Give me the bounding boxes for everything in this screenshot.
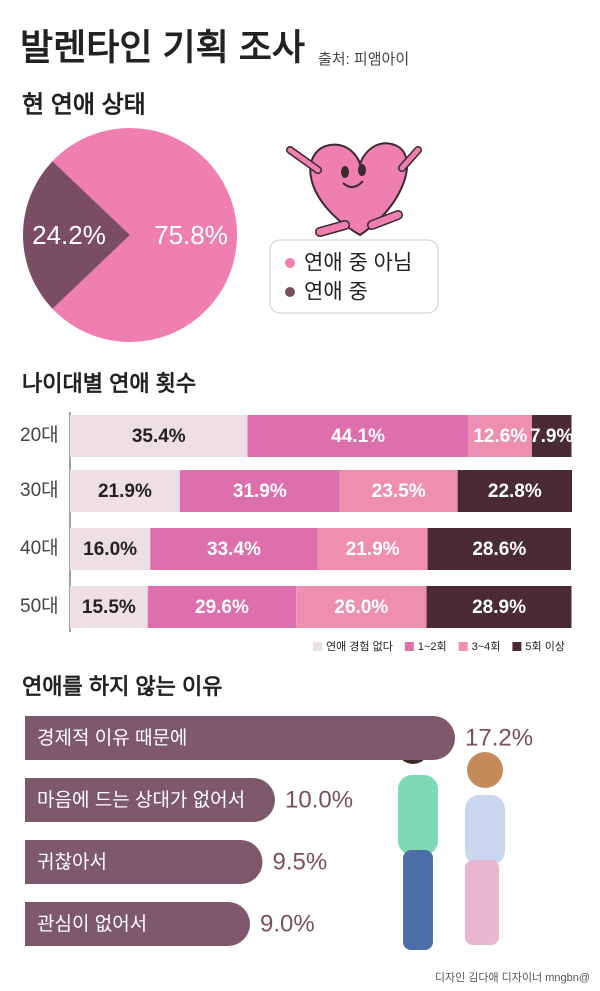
bar-segment (147, 586, 297, 628)
bar-segment (70, 528, 151, 570)
legend-label: 3~4회 (472, 640, 501, 653)
segment-label: 28.6% (472, 539, 526, 560)
bar-segment (70, 415, 248, 457)
row-label: 40대 (20, 537, 59, 559)
row-label: 30대 (20, 479, 59, 501)
legend-swatch (512, 642, 522, 651)
segment-label: 35.4% (132, 426, 186, 447)
bar-label: 귀찮아서 (37, 851, 107, 873)
pie-legend-box (269, 239, 439, 314)
bar (25, 840, 263, 884)
heart-mascot (286, 142, 422, 237)
segment-label: 23.5% (372, 481, 426, 502)
legend-swatch (313, 642, 322, 651)
legend-dot (285, 287, 295, 297)
legend-label: 연애 경험 없다 (326, 640, 393, 653)
segment-label: 26.0% (334, 597, 388, 618)
page-title: 발렌타인 기획 조사 (20, 27, 305, 68)
segment-label: 21.9% (98, 481, 152, 502)
pie-slice (22, 161, 130, 309)
bar-segment (70, 470, 180, 512)
segment-label: 15.5% (82, 597, 136, 618)
bar (25, 778, 275, 822)
segment-label: 12.6% (473, 426, 527, 447)
bar-segment (531, 415, 572, 457)
segment-label: 29.6% (195, 597, 249, 618)
segment-label: 31.9% (233, 481, 287, 502)
pie-value-label: 24.2% (32, 220, 106, 250)
legend-swatch (404, 642, 414, 651)
bar (25, 716, 455, 760)
bar-segment (150, 528, 318, 570)
bar-segment (296, 586, 427, 628)
segment-label: 22.8% (488, 481, 542, 502)
bar-label: 마음에 드는 상대가 없어서 (37, 789, 245, 811)
bar (25, 902, 250, 946)
section-title: 나이대별 연애 횟수 (22, 371, 196, 396)
segment-label: 21.9% (346, 539, 400, 560)
value-label: 9.0% (260, 910, 315, 937)
couple-illustration (397, 732, 505, 950)
section-title: 연애를 하지 않는 이유 (22, 674, 223, 699)
row-label: 20대 (20, 424, 59, 446)
pie-slice (52, 127, 238, 342)
pie-value-label: 75.8% (154, 220, 228, 250)
section-title: 현 연애 상태 (22, 91, 146, 118)
row-label: 50대 (20, 595, 59, 617)
value-label: 17.2% (465, 724, 533, 751)
segment-label: 7.9% (530, 426, 573, 447)
source: 출처: 피앰아이 (318, 51, 409, 68)
bar-segment (468, 415, 532, 457)
bar-segment (247, 415, 469, 457)
legend-dot (285, 258, 295, 268)
credit: 디자인 김다애 디자이너 mngbn@ (435, 971, 590, 984)
legend-label: 연애 중 (304, 281, 368, 304)
value-label: 10.0% (285, 786, 353, 813)
value-label: 9.5% (273, 848, 328, 875)
bar-segment (426, 586, 572, 628)
bar-segment (317, 528, 428, 570)
bar-label: 경제적 이유 때문에 (37, 727, 187, 749)
legend-label: 1~2회 (418, 640, 447, 653)
segment-label: 16.0% (83, 539, 137, 560)
bar-segment (179, 470, 340, 512)
bar-segment (70, 586, 148, 628)
segment-label: 44.1% (331, 426, 385, 447)
legend-swatch (458, 642, 468, 651)
segment-label: 28.9% (472, 597, 526, 618)
bar-segment (427, 528, 571, 570)
legend-label: 5회 이상 (525, 640, 565, 653)
legend-label: 연애 중 아님 (304, 252, 412, 275)
bar-segment (457, 470, 572, 512)
segment-label: 33.4% (207, 539, 261, 560)
bar-label: 관심이 없어서 (37, 913, 147, 935)
bar-segment (339, 470, 458, 512)
